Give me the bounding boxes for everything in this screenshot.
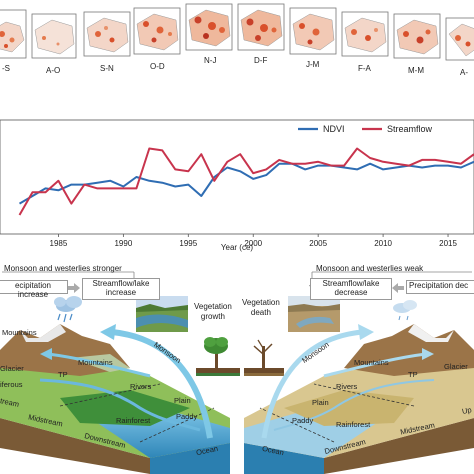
x-tick-label: 2000 xyxy=(244,239,262,248)
light-rain-cloud-icon xyxy=(393,300,417,321)
right-header-text: Monsoon and westerlies weak xyxy=(316,264,424,273)
precipitation-decrease-box: Precipitation dec xyxy=(406,280,474,294)
right-mountains-label: Mountains xyxy=(354,358,389,367)
streamflow-increase-box: Streamflow/lake increase xyxy=(82,278,160,300)
chart-legend: NDVI Streamflow xyxy=(298,124,433,134)
left-plain-label: Plain xyxy=(174,396,191,405)
right-glacier-label: Glacier xyxy=(444,362,468,371)
left-flow-arrow xyxy=(68,283,80,293)
series-line-ndvi xyxy=(18,160,474,205)
left-landscape-block xyxy=(0,324,230,474)
map-thumb-10 xyxy=(445,17,474,61)
right-paddy-label: Paddy xyxy=(292,416,314,425)
x-axis-label: Year (ce) xyxy=(221,243,254,252)
map-label-10: A- xyxy=(460,68,468,77)
x-tick-label: 1995 xyxy=(179,239,197,248)
map-label-5: N-J xyxy=(204,56,217,65)
left-monsoon-arrow xyxy=(111,329,213,439)
left-rainforest-label: Rainforest xyxy=(116,416,151,425)
timeseries-chart: NDVI Streamflow 1985 1990 1995 2000 2005 2010… xyxy=(0,119,474,252)
right-plain-label: Plain xyxy=(312,398,329,407)
map-label-4: O-D xyxy=(150,62,165,71)
healthy-tree-icon xyxy=(196,337,240,376)
right-flow-arrow xyxy=(392,283,404,293)
plot-frame xyxy=(0,119,474,235)
map-thumb-3 xyxy=(83,11,131,57)
legend-label-ndvi: NDVI xyxy=(323,124,345,134)
map-thumb-5 xyxy=(185,3,233,51)
dead-tree-icon xyxy=(244,339,284,376)
legend-label-streamflow: Streamflow xyxy=(387,124,433,134)
left-glacier-label: Glacier xyxy=(0,364,24,373)
left-mountains-label: Mountains xyxy=(2,328,37,337)
x-tick-label: 1985 xyxy=(50,239,68,248)
map-thumb-9 xyxy=(393,13,441,59)
map-label-3: S-N xyxy=(100,64,114,73)
left-coniferous-label: iferous xyxy=(0,380,23,389)
left-rivers-label: Rivers xyxy=(130,382,152,391)
right-tp-label: TP xyxy=(408,370,418,379)
left-header-text: Monsoon and westerlies stronger xyxy=(4,264,122,273)
river-photo-lush xyxy=(136,296,188,332)
map-thumbnails xyxy=(0,3,474,61)
map-label-8: F-A xyxy=(358,64,371,73)
precipitation-increase-box: ecipitation increase xyxy=(0,280,68,299)
right-rivers-label: Rivers xyxy=(336,382,358,391)
x-tick-label: 2010 xyxy=(374,239,392,248)
map-label-2: A-O xyxy=(46,66,61,75)
left-paddy-label: Paddy xyxy=(176,412,198,421)
schematic-graphics xyxy=(0,271,474,474)
x-tick-label: 1990 xyxy=(114,239,132,248)
map-thumb-6 xyxy=(237,3,285,51)
map-thumb-4 xyxy=(133,7,181,55)
left-inner-arrow xyxy=(47,352,151,378)
schematic-diagram: Monsoon and westerlies stronger Monsoon … xyxy=(0,258,474,474)
map-strip: -S A-O S-N O-D N-J D-F J-M F-A M-M A- xyxy=(0,0,474,80)
map-thumb-1 xyxy=(0,9,27,59)
streamflow-decrease-box: Streamflow/lake decrease xyxy=(310,278,392,300)
map-label-6: D-F xyxy=(254,56,268,65)
map-thumb-8 xyxy=(341,11,389,57)
map-label-1: -S xyxy=(2,64,10,73)
rain-cloud-icon xyxy=(54,296,82,323)
river-photo-dry xyxy=(288,296,340,332)
vegetation-growth-label: Vegetation growth xyxy=(194,302,232,321)
x-tick-label: 2015 xyxy=(439,239,457,248)
left-mountains2-label: Mountains xyxy=(78,358,113,367)
series-line-streamflow xyxy=(18,147,474,216)
right-inner-arrow xyxy=(323,352,427,378)
map-label-7: J-M xyxy=(306,60,320,69)
vegetation-death-label: Vegetation death xyxy=(242,298,280,317)
map-thumb-2 xyxy=(31,13,77,59)
x-tick-label: 2005 xyxy=(309,239,327,248)
map-label-9: M-M xyxy=(408,66,424,75)
right-rainforest-label: Rainforest xyxy=(336,420,371,429)
left-tp-label: TP xyxy=(58,370,68,379)
map-thumb-7 xyxy=(289,7,337,55)
right-monsoon-arrow xyxy=(261,329,363,439)
